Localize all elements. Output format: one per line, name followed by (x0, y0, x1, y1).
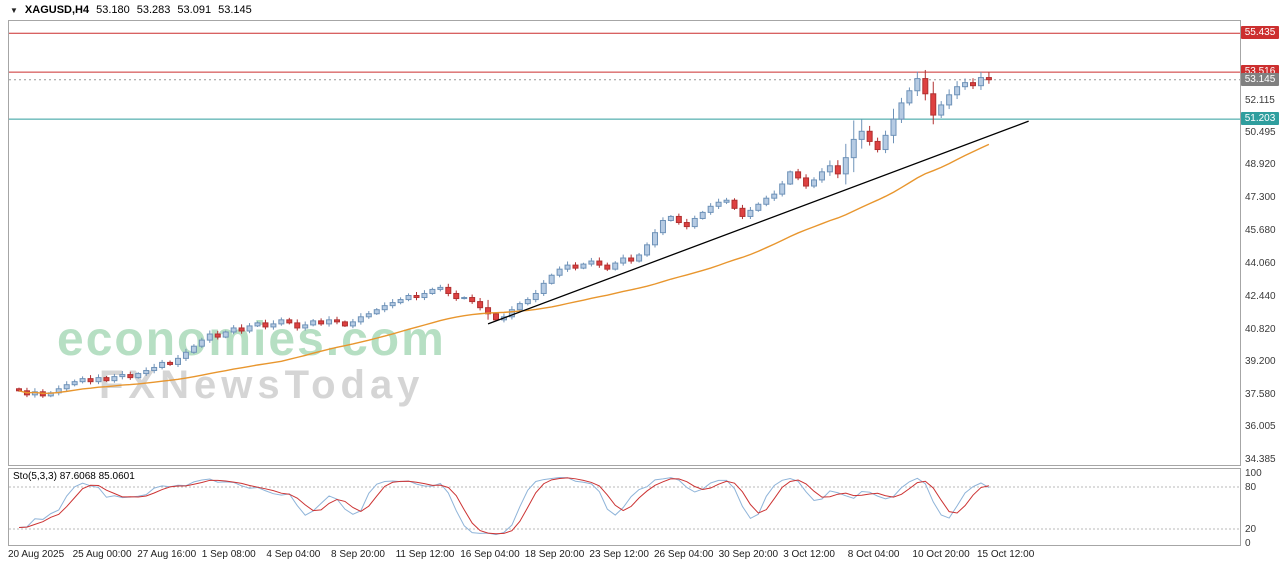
ohlc-high: 53.283 (136, 4, 171, 16)
symbol-timeframe: XAGUSD,H4 (24, 4, 90, 16)
symbol-info: ▼ XAGUSD,H4 53.180 53.283 53.091 53.145 (10, 4, 252, 16)
time-axis-label: 1 Sep 08:00 (201, 549, 256, 560)
time-axis-label: 4 Sep 04:00 (266, 549, 321, 560)
time-axis-label: 15 Oct 12:00 (977, 549, 1035, 560)
price-axis-label: 48.920 (1245, 159, 1276, 171)
watermark-economies: economies.com (57, 313, 446, 366)
time-axis-label: 10 Oct 20:00 (912, 549, 970, 560)
time-axis-label: 16 Sep 04:00 (460, 549, 520, 560)
sto-axis-label: 20 (1245, 524, 1257, 535)
time-axis-label: 8 Oct 04:00 (847, 549, 900, 560)
sto-axis-label: 100 (1245, 468, 1262, 479)
time-axis-label: 8 Sep 20:00 (331, 549, 385, 560)
sto-axis-label: 80 (1245, 482, 1257, 493)
time-axis-label: 20 Aug 2025 (8, 549, 65, 560)
price-axis-label: 47.300 (1245, 192, 1276, 204)
price-axis-label: 50.495 (1245, 127, 1276, 139)
price-axis-label: 36.005 (1245, 421, 1276, 433)
ohlc-low: 53.091 (177, 4, 212, 16)
price-axis-label: 34.385 (1245, 454, 1276, 466)
price-badge-53.145: 53.145 (1241, 72, 1279, 86)
stochastic-indicator-label: Sto(5,3,3) 87.6068 85.0601 (13, 471, 135, 482)
candlestick-chart[interactable] (9, 21, 1240, 465)
time-axis-label: 25 Aug 00:00 (72, 549, 132, 560)
watermark-fxnewstoday: FXNewsToday (99, 362, 425, 407)
stochastic-panel: Sto(5,3,3) 87.6068 85.0601 (8, 468, 1241, 546)
ohlc-open: 53.180 (96, 4, 130, 16)
price-axis-label: 52.115 (1245, 94, 1275, 106)
time-axis-label: 3 Oct 12:00 (783, 549, 835, 560)
stochastic-chart (9, 477, 1240, 536)
price-axis-label: 39.200 (1245, 356, 1276, 368)
price-axis-label: 44.060 (1245, 257, 1276, 269)
price-badge-51.203: 51.203 (1241, 112, 1279, 126)
ohlc-close: 53.145 (218, 4, 252, 16)
symbol-marker-icon: ▼ (10, 5, 18, 15)
price-axis-label: 40.820 (1245, 323, 1276, 335)
price-axis-label: 45.680 (1245, 225, 1276, 237)
time-axis-label: 27 Aug 16:00 (137, 549, 197, 560)
price-axis-label: 42.440 (1245, 290, 1276, 302)
time-axis-label: 11 Sep 12:00 (395, 549, 455, 560)
watermark: economies.com FXNewsToday (57, 313, 446, 407)
time-axis-label: 23 Sep 12:00 (589, 549, 649, 560)
time-axis: 20 Aug 2025 25 Aug 00:00 27 Aug 16:00 1 Sep… (0, 549, 1240, 565)
sto-axis-label: 0 (1245, 538, 1251, 549)
time-axis-label: 30 Sep 20:00 (718, 549, 779, 560)
time-axis-label: 26 Sep 04:00 (654, 549, 714, 560)
price-badge-55.435: 55.435 (1241, 26, 1279, 40)
price-axis-label: 37.580 (1245, 389, 1276, 401)
time-axis-label: 18 Sep 20:00 (524, 549, 585, 560)
price-axis: 52.115 50.495 48.920 47.300 45.680 44.060 42.4… (1241, 0, 1280, 567)
price-chart-area[interactable]: economies.com FXNewsToday (8, 20, 1241, 466)
